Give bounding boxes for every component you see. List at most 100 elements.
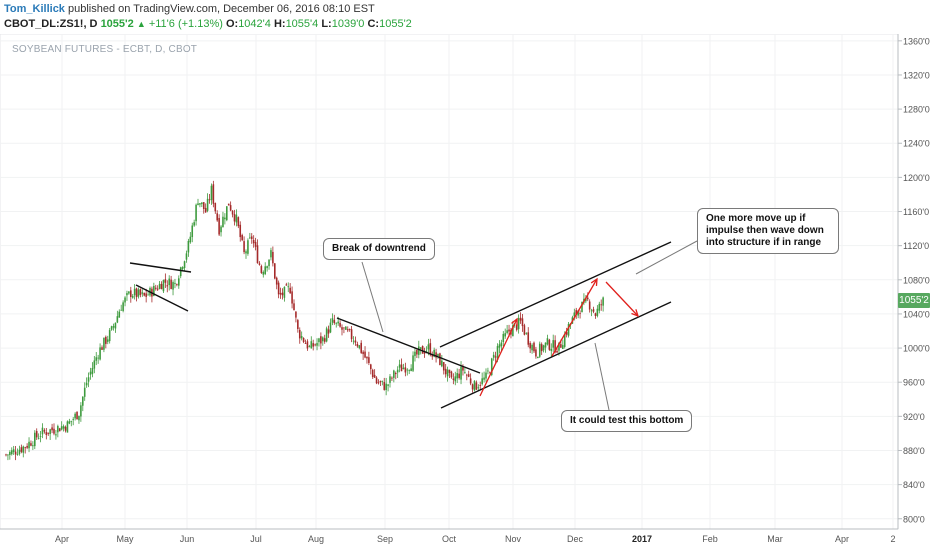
candle-body — [408, 370, 410, 372]
y-tick-label: 1360'0 — [903, 36, 930, 46]
triangle-lower-line[interactable] — [135, 284, 189, 312]
candle-body — [239, 224, 242, 238]
candle-body — [216, 213, 218, 221]
channel-upper-line[interactable] — [439, 241, 672, 348]
candle-body — [581, 301, 583, 313]
candle-body — [525, 332, 528, 334]
candle-body — [302, 337, 305, 343]
candle-body — [103, 337, 105, 350]
candle-body — [502, 333, 505, 342]
candle-body — [352, 340, 355, 342]
x-tick-label: May — [116, 534, 134, 544]
candle-body — [105, 336, 107, 344]
candle-body — [325, 328, 328, 342]
candle-body — [199, 203, 201, 205]
author-link[interactable]: Tom_Killick — [4, 3, 65, 15]
x-tick-label: Dec — [567, 534, 584, 544]
last-price-tag: 1055'2 — [898, 293, 930, 309]
candle-body — [133, 288, 136, 296]
candle-body — [460, 366, 462, 380]
candle-body — [227, 203, 230, 206]
annotation-break-of-downtrend[interactable]: Break of downtrend — [323, 238, 435, 260]
candle-body — [22, 446, 25, 453]
callout-pointer-3[interactable] — [594, 342, 610, 411]
candle-body — [563, 334, 566, 347]
downtrend-line[interactable] — [336, 317, 481, 374]
candle-body — [567, 323, 570, 336]
y-tick-label: 1160'0 — [903, 207, 929, 217]
published-text: published on TradingView.com, December 0… — [64, 3, 375, 15]
chart-title: SOYBEAN FUTURES - ECBT, D, CBOT — [12, 44, 198, 55]
candle-body — [160, 283, 163, 290]
channel-lower-line[interactable] — [440, 301, 672, 409]
candle-body — [496, 346, 499, 360]
candle-body — [565, 332, 568, 335]
annotation-test-bottom[interactable]: It could test this bottom — [561, 410, 693, 432]
candle-body — [224, 217, 226, 220]
candle-body — [168, 278, 170, 286]
candle-body — [178, 278, 180, 286]
candle-body — [139, 289, 142, 295]
x-tick-label: Nov — [505, 534, 522, 544]
candle-body — [362, 351, 364, 355]
candle-body — [89, 371, 92, 375]
candle-body — [454, 376, 457, 382]
candle-body — [310, 341, 313, 349]
candle-body — [108, 330, 111, 342]
candle-body — [297, 320, 299, 329]
candle-body — [535, 349, 537, 357]
candle-body — [229, 205, 232, 211]
x-tick-label: Sep — [377, 534, 393, 544]
candle-body — [435, 352, 437, 358]
candle-body — [519, 317, 522, 321]
candle-body — [260, 266, 263, 273]
candle-body — [429, 343, 432, 356]
candle-body — [546, 338, 549, 345]
price-chart[interactable]: 1360'0 1320'0 1280'0 1240'0 1200'0 1160'0 1120… — [0, 34, 932, 550]
candle-body — [469, 378, 472, 384]
candle-body — [594, 313, 597, 316]
candle-body — [193, 222, 195, 226]
candle-body — [373, 374, 376, 378]
callout-pointer-2[interactable] — [635, 240, 698, 275]
candle-body — [295, 311, 297, 318]
red-arrow-1[interactable] — [479, 318, 518, 397]
candle-body — [110, 326, 113, 330]
open-label: O: — [225, 18, 239, 30]
candle-body — [446, 369, 449, 377]
candle-body — [371, 369, 374, 377]
candle-body — [508, 329, 510, 332]
candle-body — [189, 236, 192, 243]
time-axis[interactable]: Apr May Jun Jul Aug Sep Oct Nov Dec 2017 Feb Mar Apr… — [55, 534, 896, 544]
red-arrow-3[interactable] — [605, 281, 639, 317]
y-tick-label: 880'0 — [903, 446, 925, 456]
candle-body — [586, 297, 589, 300]
candle-body — [548, 339, 551, 350]
candle-body — [237, 217, 240, 227]
candle-body — [233, 214, 236, 222]
candle-body — [427, 344, 430, 350]
candle-body — [335, 322, 338, 324]
candle-body — [245, 251, 247, 254]
candle-body — [174, 282, 176, 284]
price-axis[interactable]: 1360'0 1320'0 1280'0 1240'0 1200'0 1160'0 1120… — [898, 36, 930, 524]
candle-body — [379, 381, 382, 383]
y-tick-label: 920'0 — [903, 412, 925, 422]
candle-body — [264, 266, 266, 275]
candle-body — [131, 295, 134, 298]
triangle-upper-line[interactable] — [129, 262, 192, 273]
x-tick-label: Jul — [250, 534, 262, 544]
annotation-one-more-move[interactable]: One more move up if impulse then wave do… — [697, 208, 839, 254]
candle-body — [49, 429, 51, 435]
callout-pointer-1[interactable] — [361, 261, 384, 333]
candle-body — [185, 253, 188, 260]
candle-body — [414, 351, 416, 357]
red-arrow-2[interactable] — [551, 278, 598, 357]
x-tick-label: Aug — [308, 534, 324, 544]
candle-body — [10, 450, 13, 455]
candle-body — [425, 350, 428, 352]
candle-body — [179, 267, 182, 277]
candle-body — [20, 447, 23, 452]
ohlc-line: CBOT_DL:ZS1!, D 1055'2 ▲ +11'6 (+1.13%) … — [4, 18, 412, 30]
candle-body — [515, 324, 518, 330]
